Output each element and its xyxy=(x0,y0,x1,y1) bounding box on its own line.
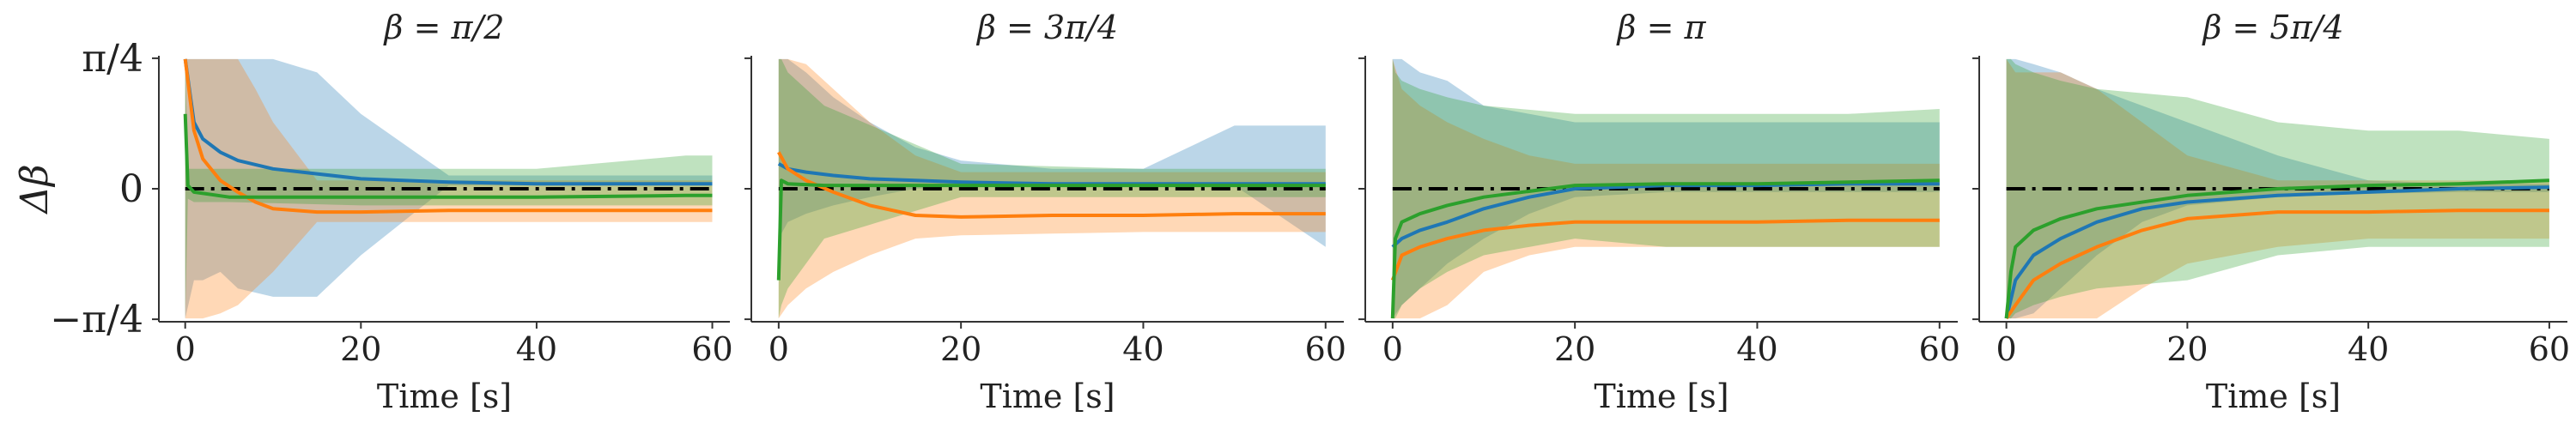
y-tick-label: π/4 xyxy=(82,37,143,81)
x-axis-label: Time [s] xyxy=(980,378,1115,415)
panel-2: 0 20 40 60 Time [s] β = 3π/4 xyxy=(744,9,1346,415)
x-tick-label: 60 xyxy=(1305,330,1346,368)
x-tick-label: 20 xyxy=(340,330,381,368)
green-series-line xyxy=(183,113,713,199)
orange-series-line xyxy=(2004,208,2549,320)
x-tick-label: 40 xyxy=(516,330,557,368)
x-tick-label: 40 xyxy=(2348,330,2389,368)
green-series-line xyxy=(2004,178,2549,319)
blue-confidence-band xyxy=(185,58,713,319)
panel-title: β = π/2 xyxy=(383,9,505,46)
x-axis-label: Time [s] xyxy=(377,378,512,415)
panel-title: β = 3π/4 xyxy=(975,9,1118,46)
panel-3: 0 20 40 60 Time [s] β = π xyxy=(1358,9,1960,415)
orange-series-line xyxy=(1390,218,1940,281)
blue-series-line xyxy=(183,58,713,186)
x-axis-label: Time [s] xyxy=(1594,378,1728,415)
orange-series-line xyxy=(183,58,713,214)
x-axis-label: Time [s] xyxy=(2206,378,2341,415)
green-series-line xyxy=(1390,178,1940,319)
x-tick-label: 60 xyxy=(1919,330,1960,368)
x-tick-label: 60 xyxy=(691,330,732,368)
x-tick-label: 40 xyxy=(1736,330,1777,368)
panel-1: π/4 0 −π/4 0 20 40 60 Time [s] β = π/2 xyxy=(50,9,732,415)
panel-title: β = π xyxy=(1616,9,1707,46)
orange-confidence-band xyxy=(1392,58,1940,319)
x-tick-label: 60 xyxy=(2529,330,2570,368)
x-tick-label: 0 xyxy=(769,330,789,368)
y-axis-label: Δβ xyxy=(13,164,57,214)
blue-confidence-band xyxy=(1392,58,1940,319)
x-tick-label: 20 xyxy=(1554,330,1595,368)
green-series-line xyxy=(776,178,1326,281)
orange-series-line xyxy=(777,151,1326,219)
orange-confidence-band xyxy=(778,58,1326,319)
y-tick-label: −π/4 xyxy=(50,298,143,341)
blue-series-line xyxy=(2004,185,2549,319)
x-tick-label: 0 xyxy=(175,330,196,368)
panel-4: 0 20 40 60 Time [s] β = 5π/4 xyxy=(1972,9,2570,415)
green-confidence-band xyxy=(1392,58,1940,319)
green-confidence-band xyxy=(778,58,1326,319)
x-tick-label: 40 xyxy=(1122,330,1163,368)
x-tick-label: 0 xyxy=(1996,330,2017,368)
y-tick-label: 0 xyxy=(119,167,143,211)
x-tick-label: 0 xyxy=(1382,330,1403,368)
x-tick-label: 20 xyxy=(940,330,981,368)
blue-confidence-band xyxy=(778,58,1326,247)
x-tick-label: 20 xyxy=(2166,330,2208,368)
panel-title: β = 5π/4 xyxy=(2201,9,2343,46)
